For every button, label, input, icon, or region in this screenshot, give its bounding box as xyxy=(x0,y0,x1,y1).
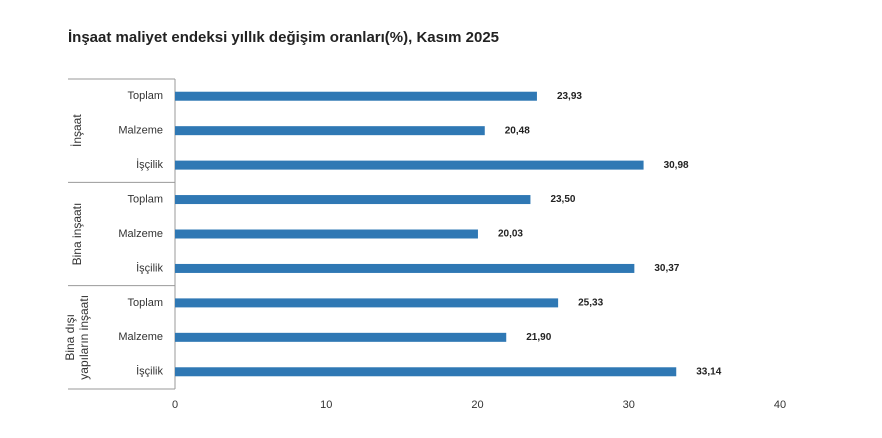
x-tick-label: 40 xyxy=(774,399,786,411)
bar xyxy=(175,195,531,205)
bar xyxy=(175,263,635,273)
value-label: 30,98 xyxy=(664,160,689,171)
value-label: 33,14 xyxy=(696,366,721,377)
bar xyxy=(175,367,677,377)
x-tick-label: 30 xyxy=(623,399,635,411)
category-label: İşçilik xyxy=(136,158,163,171)
group-label: Bina dışıyapıların inşaatı xyxy=(63,295,91,380)
category-label: İşçilik xyxy=(136,261,163,274)
category-label: Toplam xyxy=(128,193,163,205)
bar xyxy=(175,298,559,308)
bar xyxy=(175,229,478,239)
chart-title: İnşaat maliyet endeksi yıllık değişim or… xyxy=(68,29,499,46)
category-label: Malzeme xyxy=(118,228,163,240)
value-label: 20,48 xyxy=(505,125,530,136)
category-label: Malzeme xyxy=(118,331,163,343)
value-label: 23,93 xyxy=(557,91,582,102)
group-label: Bina inşaatı xyxy=(70,203,84,266)
category-label: Toplam xyxy=(128,297,163,309)
x-tick-label: 10 xyxy=(320,399,332,411)
category-label: İşçilik xyxy=(136,365,163,378)
group-label: İnşaat xyxy=(70,114,84,147)
value-label: 20,03 xyxy=(498,229,523,240)
bar xyxy=(175,126,485,136)
bar xyxy=(175,91,537,101)
value-label: 21,90 xyxy=(526,332,551,343)
bar xyxy=(175,160,644,170)
bar xyxy=(175,332,507,342)
value-label: 25,33 xyxy=(578,298,603,309)
category-label: Toplam xyxy=(128,90,163,102)
x-tick-label: 20 xyxy=(471,399,483,411)
value-label: 23,50 xyxy=(550,194,575,205)
x-tick-label: 0 xyxy=(172,399,178,411)
value-label: 30,37 xyxy=(654,263,679,274)
category-label: Malzeme xyxy=(118,125,163,137)
